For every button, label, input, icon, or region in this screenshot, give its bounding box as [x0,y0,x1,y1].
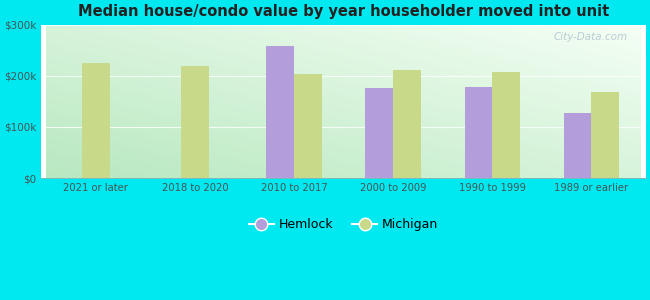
Bar [266,46,294,178]
Bar [294,74,322,178]
Title: Median house/condo value by year householder moved into unit: Median house/condo value by year househo… [78,4,609,19]
Bar [492,72,520,178]
Bar [393,70,421,178]
Bar [365,88,393,178]
Bar [564,113,592,178]
Bar [592,92,619,178]
Bar [82,63,110,178]
Bar [181,67,209,178]
Bar [465,87,492,178]
Text: City-Data.com: City-Data.com [554,32,628,42]
Legend: Hemlock, Michigan: Hemlock, Michigan [244,213,443,236]
